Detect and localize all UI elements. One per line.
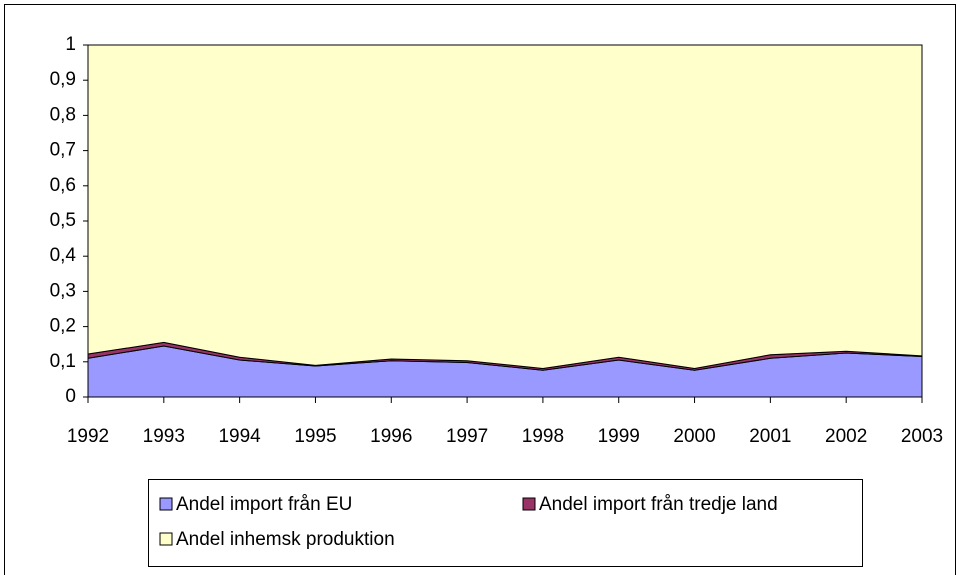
y-tick-label: 0,5 bbox=[50, 210, 76, 231]
x-tick-label: 1997 bbox=[446, 426, 488, 447]
y-tick-label: 0,9 bbox=[50, 69, 76, 90]
x-tick-label: 1999 bbox=[598, 426, 640, 447]
y-tick-label: 0,7 bbox=[50, 140, 76, 161]
legend-label: Andel import från EU bbox=[176, 494, 352, 515]
x-tick-label: 1993 bbox=[143, 426, 185, 447]
y-tick-label: 0,2 bbox=[50, 316, 76, 337]
x-tick-label: 1996 bbox=[370, 426, 412, 447]
x-tick-label: 2000 bbox=[673, 426, 715, 447]
legend-label: Andel import från tredje land bbox=[539, 494, 778, 515]
y-tick-label: 0,3 bbox=[50, 280, 76, 301]
legend-box bbox=[148, 479, 863, 567]
y-tick-label: 0,4 bbox=[50, 245, 77, 266]
x-tick-label: 1998 bbox=[522, 426, 564, 447]
legend-swatch bbox=[522, 497, 536, 511]
y-tick-label: 0 bbox=[65, 386, 76, 407]
legend-swatch bbox=[159, 497, 173, 511]
x-tick-label: 1994 bbox=[218, 426, 261, 447]
x-tick-label: 2003 bbox=[901, 426, 943, 447]
x-tick-label: 1992 bbox=[67, 426, 109, 447]
y-tick-label: 0,8 bbox=[50, 104, 76, 125]
legend-label: Andel inhemsk produktion bbox=[176, 529, 395, 550]
x-tick-label: 2001 bbox=[749, 426, 791, 447]
x-tick-label: 1995 bbox=[294, 426, 336, 447]
y-tick-label: 0,1 bbox=[50, 351, 76, 372]
y-tick-label: 0,6 bbox=[50, 175, 76, 196]
y-tick-label: 1 bbox=[65, 34, 76, 55]
x-tick-label: 2002 bbox=[825, 426, 867, 447]
area bbox=[87, 44, 923, 369]
legend-swatch bbox=[159, 532, 173, 546]
